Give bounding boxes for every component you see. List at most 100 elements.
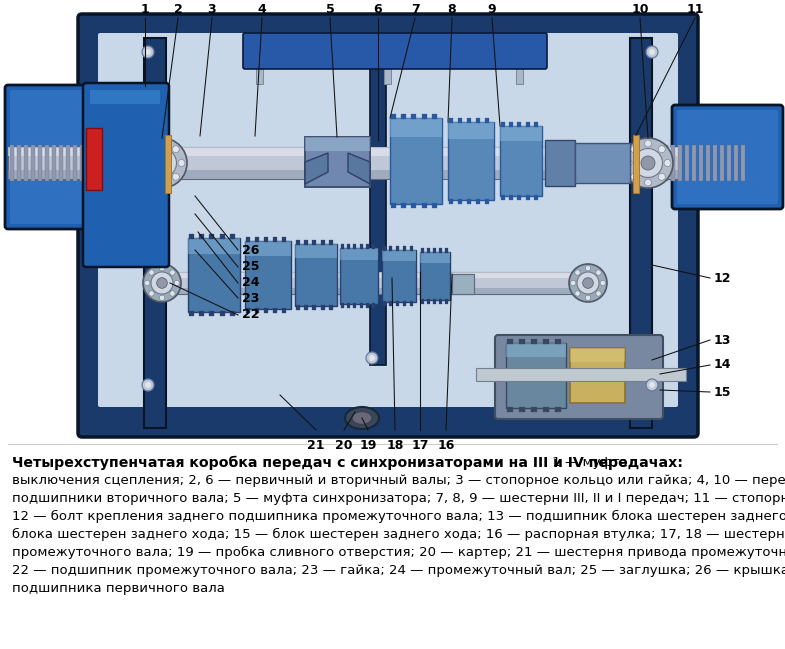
Circle shape — [586, 295, 590, 300]
Text: 19: 19 — [360, 439, 377, 452]
Bar — [305, 137, 370, 151]
Bar — [657, 145, 661, 181]
Bar — [531, 407, 536, 412]
Circle shape — [151, 272, 173, 294]
Bar — [384, 38, 391, 84]
Ellipse shape — [352, 411, 372, 424]
Text: 15: 15 — [714, 386, 732, 398]
Bar — [432, 203, 437, 208]
Text: 14: 14 — [714, 358, 732, 371]
Bar — [500, 126, 542, 141]
Circle shape — [159, 265, 165, 271]
Bar — [8, 170, 173, 179]
Circle shape — [601, 280, 605, 286]
Circle shape — [649, 49, 655, 55]
Bar — [403, 301, 406, 306]
Bar — [467, 199, 471, 204]
Bar — [526, 195, 530, 200]
Bar — [304, 305, 308, 310]
Bar — [534, 195, 538, 200]
Bar — [671, 145, 675, 181]
Bar — [188, 238, 240, 312]
Bar — [329, 305, 333, 310]
Text: 12 — болт крепления заднего подшипника промежуточного вала; 13 — подшипник блока: 12 — болт крепления заднего подшипника п… — [12, 510, 785, 523]
Circle shape — [369, 49, 375, 55]
Bar — [94, 145, 98, 181]
Bar — [295, 305, 300, 310]
Bar — [506, 343, 566, 408]
Bar — [220, 311, 225, 316]
Bar — [554, 339, 560, 344]
Bar — [73, 145, 77, 181]
Bar — [433, 299, 436, 304]
Text: 13: 13 — [714, 334, 732, 347]
Bar — [321, 240, 325, 245]
Text: 21: 21 — [307, 439, 325, 452]
Circle shape — [516, 48, 524, 56]
Bar — [426, 299, 429, 304]
Bar — [554, 407, 560, 412]
Text: 25: 25 — [242, 260, 260, 273]
Circle shape — [174, 280, 180, 286]
Text: 1: 1 — [141, 3, 149, 16]
Bar — [382, 246, 385, 251]
Text: 1 — муфта: 1 — муфта — [548, 456, 628, 469]
FancyBboxPatch shape — [495, 335, 663, 419]
Circle shape — [142, 46, 154, 58]
Bar — [630, 38, 652, 428]
Text: 5: 5 — [326, 3, 334, 16]
Bar — [389, 246, 392, 251]
Circle shape — [309, 43, 327, 61]
Bar — [10, 145, 14, 181]
Bar — [144, 38, 166, 428]
Text: подшипника первичного вала: подшипника первичного вала — [12, 582, 225, 595]
Bar — [160, 170, 680, 179]
Bar — [329, 240, 333, 245]
Bar — [542, 407, 549, 412]
Text: блока шестерен заднего хода; 15 — блок шестерен заднего хода; 16 — распорная вту: блока шестерен заднего хода; 15 — блок ш… — [12, 528, 785, 541]
Bar — [519, 407, 524, 412]
Bar — [506, 339, 513, 344]
Circle shape — [314, 48, 322, 56]
Circle shape — [155, 156, 169, 170]
Text: 20: 20 — [335, 439, 352, 452]
Bar — [370, 55, 386, 365]
Text: 26: 26 — [242, 243, 259, 256]
Circle shape — [641, 156, 655, 170]
Text: 23: 23 — [242, 291, 259, 304]
Bar — [295, 244, 337, 306]
Text: 12: 12 — [714, 271, 732, 284]
Bar — [439, 299, 441, 304]
Bar — [188, 311, 193, 316]
Bar — [476, 368, 686, 381]
Bar — [86, 128, 102, 190]
Bar — [8, 147, 173, 179]
Bar — [685, 145, 689, 181]
Text: 10: 10 — [631, 3, 648, 16]
Circle shape — [630, 173, 637, 180]
Bar — [90, 90, 160, 104]
Bar — [273, 308, 277, 313]
Bar — [517, 122, 521, 127]
Bar — [448, 118, 452, 123]
Circle shape — [157, 278, 167, 288]
Bar — [420, 252, 450, 300]
Text: выключения сцепления; 2, 6 — первичный и вторичный валы; 3 — стопорное кольцо ил: выключения сцепления; 2, 6 — первичный и… — [12, 474, 785, 487]
Text: 22 — подшипник промежуточного вала; 23 — гайка; 24 — промежуточный вал; 25 — заг: 22 — подшипник промежуточного вала; 23 —… — [12, 564, 785, 577]
Bar — [210, 234, 214, 239]
Bar — [188, 234, 193, 239]
Circle shape — [644, 140, 652, 147]
Text: 22: 22 — [242, 308, 260, 321]
Circle shape — [159, 295, 165, 300]
Bar — [422, 114, 427, 119]
Bar — [382, 250, 416, 302]
Bar — [341, 244, 344, 249]
Circle shape — [145, 49, 151, 55]
Bar — [433, 248, 436, 253]
Bar — [66, 145, 70, 181]
Circle shape — [596, 291, 601, 296]
Bar — [664, 145, 668, 181]
Bar — [347, 244, 350, 249]
Bar — [59, 145, 63, 181]
Bar — [254, 308, 259, 313]
